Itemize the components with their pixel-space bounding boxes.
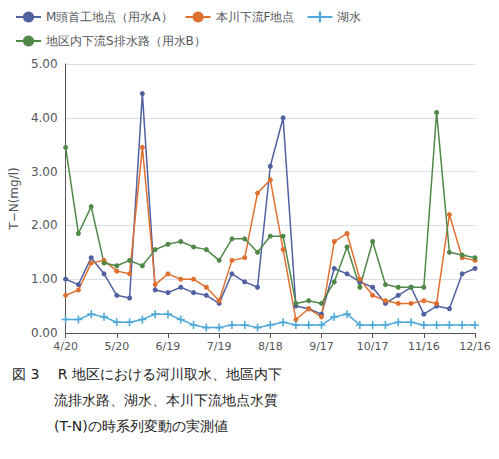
svg-text:流排水路、湖水、本川下流地点水質: 流排水路、湖水、本川下流地点水質 [12,392,278,408]
svg-text:M頭首工地点（用水A）: M頭首工地点（用水A） [46,10,173,24]
svg-text:9/17: 9/17 [309,340,334,353]
svg-text:図 3 R 地区における河川取水、地區内下: 図 3 R 地区における河川取水、地區内下 [12,366,282,382]
svg-text:11/16: 11/16 [408,340,440,353]
svg-text:8/18: 8/18 [258,340,283,353]
svg-text:T−N(mg/l): T−N(mg/l) [7,167,21,230]
svg-text:1.00: 1.00 [31,272,58,286]
svg-text:(T-N)の時系列変動の実測値: (T-N)の時系列変動の実測値 [12,418,228,434]
svg-text:7/19: 7/19 [207,340,232,353]
svg-text:3.00: 3.00 [31,165,58,179]
svg-text:湖水: 湖水 [337,10,361,24]
svg-text:本川下流F地点: 本川下流F地点 [216,10,295,24]
svg-text:0.00: 0.00 [31,326,58,340]
svg-text:10/17: 10/17 [357,340,389,353]
svg-text:12/16: 12/16 [459,340,491,353]
svg-text:5.00: 5.00 [31,57,58,71]
svg-text:地区内下流S排水路（用水B）: 地区内下流S排水路（用水B） [45,34,206,48]
svg-text:6/19: 6/19 [156,340,181,353]
svg-text:4/20: 4/20 [53,340,78,353]
svg-text:5/20: 5/20 [104,340,129,353]
svg-text:4.00: 4.00 [31,111,58,125]
svg-text:2.00: 2.00 [31,218,58,232]
